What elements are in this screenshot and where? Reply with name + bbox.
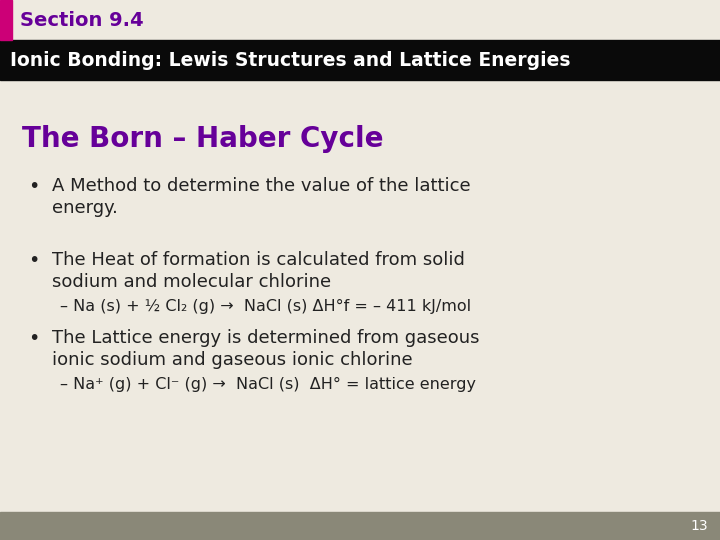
Text: 13: 13 <box>690 519 708 533</box>
Text: sodium and molecular chlorine: sodium and molecular chlorine <box>52 273 331 291</box>
Text: – Na⁺ (g) + Cl⁻ (g) →  NaCl (s)  ΔH° = lattice energy: – Na⁺ (g) + Cl⁻ (g) → NaCl (s) ΔH° = lat… <box>60 377 476 392</box>
Text: The Born – Haber Cycle: The Born – Haber Cycle <box>22 125 384 153</box>
Text: energy.: energy. <box>52 199 118 217</box>
Bar <box>0 512 720 540</box>
Text: The Heat of formation is calculated from solid: The Heat of formation is calculated from… <box>52 251 465 269</box>
Text: The Lattice energy is determined from gaseous: The Lattice energy is determined from ga… <box>52 329 480 347</box>
Text: A Method to determine the value of the lattice: A Method to determine the value of the l… <box>52 177 471 195</box>
Text: – Na (s) + ½ Cl₂ (g) →  NaCl (s) ΔH°f = – 411 kJ/mol: – Na (s) + ½ Cl₂ (g) → NaCl (s) ΔH°f = –… <box>60 299 471 314</box>
Bar <box>0 40 720 80</box>
Text: Ionic Bonding: Lewis Structures and Lattice Energies: Ionic Bonding: Lewis Structures and Latt… <box>10 51 570 70</box>
Text: •: • <box>28 329 40 348</box>
Bar <box>0 0 12 40</box>
Text: •: • <box>28 251 40 270</box>
Text: •: • <box>28 177 40 196</box>
Text: Section 9.4: Section 9.4 <box>20 10 143 30</box>
Text: ionic sodium and gaseous ionic chlorine: ionic sodium and gaseous ionic chlorine <box>52 351 413 369</box>
